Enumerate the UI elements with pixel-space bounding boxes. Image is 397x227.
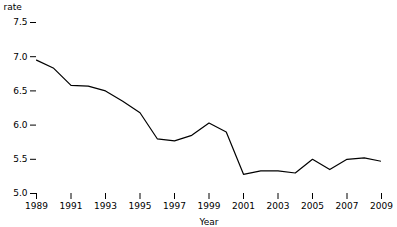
svg-text:7.5: 7.5 <box>13 17 27 27</box>
svg-text:2009: 2009 <box>370 201 393 211</box>
svg-text:2001: 2001 <box>232 201 255 211</box>
svg-text:rate: rate <box>4 2 23 12</box>
svg-text:1989: 1989 <box>25 201 48 211</box>
svg-text:1993: 1993 <box>94 201 117 211</box>
svg-text:2003: 2003 <box>267 201 290 211</box>
svg-text:1991: 1991 <box>60 201 83 211</box>
svg-text:7.0: 7.0 <box>13 52 28 62</box>
svg-text:5.5: 5.5 <box>13 154 27 164</box>
svg-text:1999: 1999 <box>198 201 221 211</box>
svg-text:2005: 2005 <box>301 201 324 211</box>
svg-text:Year: Year <box>198 217 218 227</box>
svg-text:1997: 1997 <box>163 201 186 211</box>
svg-text:2007: 2007 <box>336 201 359 211</box>
svg-text:5.0: 5.0 <box>13 188 28 198</box>
svg-text:6.5: 6.5 <box>13 86 27 96</box>
svg-text:1995: 1995 <box>129 201 152 211</box>
svg-text:6.0: 6.0 <box>13 120 28 130</box>
